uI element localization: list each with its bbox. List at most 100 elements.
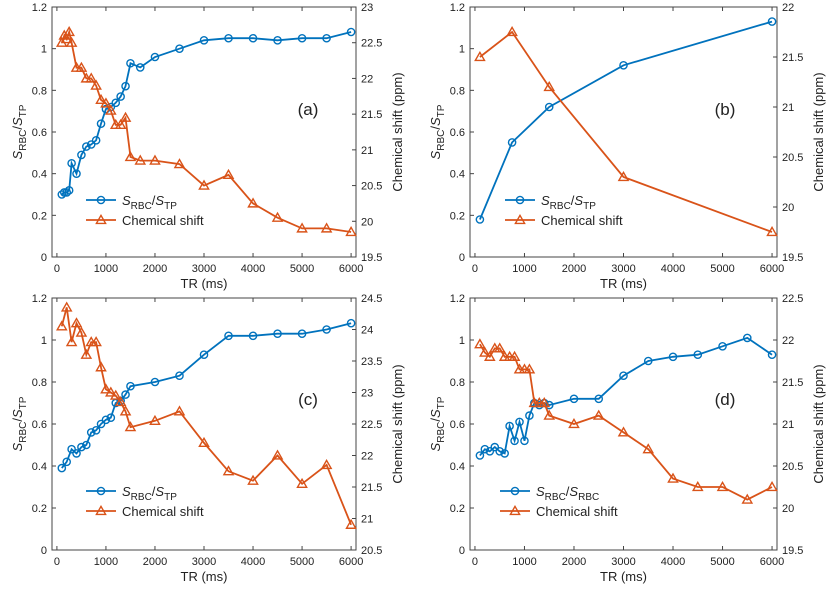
data-point-ratio bbox=[199, 350, 209, 360]
panel-label: (a) bbox=[298, 100, 319, 119]
x-tick-label: 1000 bbox=[94, 556, 118, 568]
y-left-tick-label: 1 bbox=[41, 44, 47, 56]
data-point-ratio bbox=[62, 188, 72, 197]
x-tick-label: 6000 bbox=[339, 263, 363, 275]
data-point-ratio bbox=[96, 419, 106, 429]
data-point-shift bbox=[95, 361, 107, 372]
data-point-shift bbox=[538, 396, 551, 408]
data-point-shift bbox=[766, 480, 778, 492]
y-left-tick-label: 0.8 bbox=[450, 85, 465, 97]
y-right-tick-label: 20.5 bbox=[361, 545, 382, 557]
y-right-tick-label: 21.5 bbox=[361, 109, 382, 121]
data-point-ratio bbox=[224, 331, 233, 341]
data-point-ratio bbox=[346, 318, 356, 328]
y-left-tick-label: 0.6 bbox=[450, 127, 465, 139]
data-point-shift bbox=[506, 25, 518, 37]
x-tick-label: 0 bbox=[54, 556, 60, 568]
y-left-tick-label: 0.8 bbox=[32, 377, 47, 389]
data-point-shift bbox=[543, 409, 556, 420]
y-right-tick-label: 21.5 bbox=[782, 52, 803, 64]
x-tick-label: 5000 bbox=[710, 263, 734, 275]
data-point-shift bbox=[134, 154, 147, 165]
y-right-tick-label: 20 bbox=[782, 503, 794, 515]
y-right-tick-label: 22 bbox=[361, 451, 373, 463]
y-left-tick-label: 0 bbox=[459, 252, 465, 264]
legend-label-ratio: SRBC/STP bbox=[541, 193, 596, 212]
y-right-tick-label: 22 bbox=[782, 335, 794, 347]
data-point-ratio bbox=[510, 436, 519, 446]
y-right-tick-label: 23 bbox=[361, 2, 373, 14]
panel-label: (c) bbox=[298, 390, 318, 409]
panel-d: 0 1000 2000 3000 4000 5000 6000 0 0.2 0.4 0.6 0.8 1 1… bbox=[428, 293, 826, 584]
x-axis-label: TR (ms) bbox=[600, 276, 647, 291]
y-right-tick-label: 20 bbox=[361, 216, 373, 228]
x-tick-label: 2000 bbox=[562, 263, 586, 275]
data-point-ratio bbox=[346, 27, 356, 37]
y-left-tick-label: 1.2 bbox=[32, 2, 47, 14]
y-left-tick-label: 1 bbox=[459, 44, 465, 56]
y-left-axis-label: SRBC/STP bbox=[10, 396, 29, 451]
data-point-ratio bbox=[619, 371, 628, 381]
data-point-shift bbox=[80, 348, 93, 359]
data-point-shift bbox=[60, 33, 73, 44]
x-axis-label: TR (ms) bbox=[600, 569, 647, 584]
legend-marker-shift bbox=[509, 504, 521, 516]
data-point-ratio bbox=[150, 377, 160, 387]
y-left-axis-label: SRBC/STP bbox=[10, 104, 29, 159]
y-left-tick-label: 0.6 bbox=[32, 127, 47, 139]
legend-label-shift: Chemical shift bbox=[541, 213, 623, 228]
y-right-tick-label: 19.5 bbox=[782, 252, 803, 264]
y-right-tick-label: 22 bbox=[361, 73, 373, 85]
data-point-shift bbox=[124, 421, 137, 432]
data-point-ratio bbox=[668, 352, 678, 362]
y-right-tick-label: 23.5 bbox=[361, 356, 382, 368]
data-point-ratio bbox=[693, 350, 703, 360]
x-axis-label: TR (ms) bbox=[181, 276, 228, 291]
data-point-shift bbox=[90, 336, 102, 347]
x-tick-label: 0 bbox=[472, 263, 478, 275]
data-point-ratio bbox=[248, 33, 258, 43]
data-point-shift bbox=[65, 336, 78, 347]
y-left-tick-label: 0 bbox=[41, 252, 47, 264]
data-point-ratio bbox=[91, 425, 101, 435]
legend-marker-ratio bbox=[510, 486, 520, 496]
data-point-ratio bbox=[475, 451, 485, 460]
data-point-shift bbox=[741, 493, 754, 504]
data-point-ratio bbox=[57, 190, 67, 199]
data-point-ratio bbox=[150, 52, 160, 62]
data-point-shift bbox=[119, 405, 132, 416]
y-right-tick-label: 21.5 bbox=[782, 377, 803, 389]
y-left-tick-label: 0 bbox=[41, 545, 47, 557]
data-point-shift bbox=[60, 301, 73, 312]
data-point-ratio bbox=[248, 331, 258, 341]
x-tick-label: 0 bbox=[54, 263, 60, 275]
x-tick-label: 1000 bbox=[512, 556, 536, 568]
data-point-shift bbox=[592, 409, 605, 420]
data-point-shift bbox=[100, 97, 112, 108]
data-point-ratio bbox=[72, 169, 81, 178]
data-point-ratio bbox=[57, 463, 67, 473]
data-point-ratio bbox=[224, 33, 233, 43]
x-tick-label: 1000 bbox=[512, 263, 536, 275]
y-right-tick-label: 21 bbox=[782, 102, 794, 114]
data-point-ratio bbox=[86, 140, 96, 149]
data-point-ratio bbox=[485, 446, 495, 456]
data-point-ratio bbox=[718, 341, 727, 351]
x-tick-label: 4000 bbox=[241, 556, 265, 568]
y-left-tick-label: 1 bbox=[41, 335, 47, 347]
x-tick-label: 5000 bbox=[290, 556, 314, 568]
data-point-shift bbox=[320, 458, 333, 470]
x-tick-label: 6000 bbox=[760, 263, 784, 275]
y-right-axis-label: Chemical shift (ppm) bbox=[811, 364, 826, 483]
data-point-shift bbox=[543, 80, 556, 92]
data-point-shift bbox=[95, 93, 107, 105]
y-right-tick-label: 23 bbox=[361, 388, 373, 400]
data-point-ratio bbox=[490, 442, 500, 452]
series-ratio bbox=[57, 27, 356, 199]
data-point-ratio bbox=[77, 150, 86, 160]
data-point-shift bbox=[70, 317, 83, 328]
data-point-shift bbox=[222, 168, 235, 180]
